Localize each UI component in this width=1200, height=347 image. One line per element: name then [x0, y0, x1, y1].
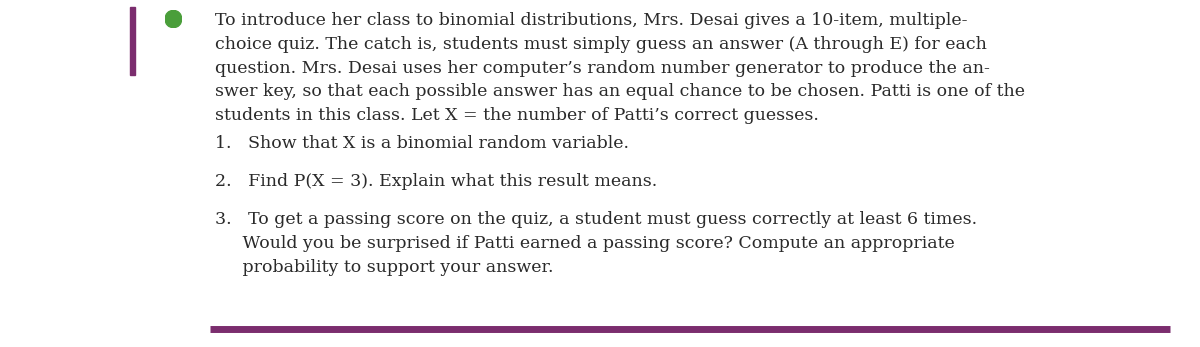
Text: 3.   To get a passing score on the quiz, a student must guess correctly at least: 3. To get a passing score on the quiz, a… [215, 211, 977, 276]
Circle shape [166, 10, 182, 28]
Text: 2.   Find P(X = 3). Explain what this result means.: 2. Find P(X = 3). Explain what this resu… [215, 173, 658, 190]
Text: To introduce her class to binomial distributions, Mrs. Desai gives a 10-item, mu: To introduce her class to binomial distr… [215, 12, 1025, 124]
Bar [130, 7, 134, 75]
Text: 1.   Show that X is a binomial random variable.: 1. Show that X is a binomial random vari… [215, 135, 629, 152]
